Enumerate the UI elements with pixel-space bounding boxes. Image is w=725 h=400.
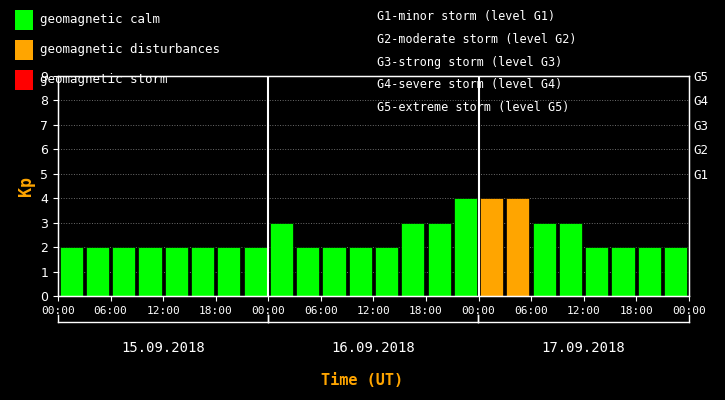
Y-axis label: Kp: Kp: [17, 176, 35, 196]
Bar: [375, 247, 398, 296]
Text: G2-moderate storm (level G2): G2-moderate storm (level G2): [377, 33, 576, 46]
Bar: [218, 247, 241, 296]
Bar: [165, 247, 188, 296]
Bar: [533, 223, 556, 296]
Text: G1-minor storm (level G1): G1-minor storm (level G1): [377, 10, 555, 23]
Text: 16.09.2018: 16.09.2018: [331, 341, 415, 355]
Text: 17.09.2018: 17.09.2018: [542, 341, 626, 355]
Text: geomagnetic storm: geomagnetic storm: [40, 73, 167, 86]
Bar: [585, 247, 608, 296]
Text: geomagnetic disturbances: geomagnetic disturbances: [40, 43, 220, 56]
Bar: [323, 247, 346, 296]
Bar: [296, 247, 319, 296]
Text: G4-severe storm (level G4): G4-severe storm (level G4): [377, 78, 563, 92]
Bar: [401, 223, 424, 296]
Bar: [559, 223, 582, 296]
Bar: [138, 247, 162, 296]
Bar: [59, 247, 83, 296]
Text: Time (UT): Time (UT): [321, 373, 404, 388]
Bar: [349, 247, 372, 296]
Text: 15.09.2018: 15.09.2018: [121, 341, 205, 355]
Bar: [664, 247, 687, 296]
Bar: [506, 198, 529, 296]
Bar: [191, 247, 214, 296]
Bar: [112, 247, 136, 296]
Bar: [428, 223, 451, 296]
Text: G5-extreme storm (level G5): G5-extreme storm (level G5): [377, 101, 569, 114]
Text: G3-strong storm (level G3): G3-strong storm (level G3): [377, 56, 563, 69]
Text: geomagnetic calm: geomagnetic calm: [40, 13, 160, 26]
Bar: [638, 247, 661, 296]
Bar: [86, 247, 109, 296]
Bar: [480, 198, 503, 296]
Bar: [611, 247, 634, 296]
Bar: [244, 247, 267, 296]
Bar: [270, 223, 293, 296]
Bar: [454, 198, 477, 296]
